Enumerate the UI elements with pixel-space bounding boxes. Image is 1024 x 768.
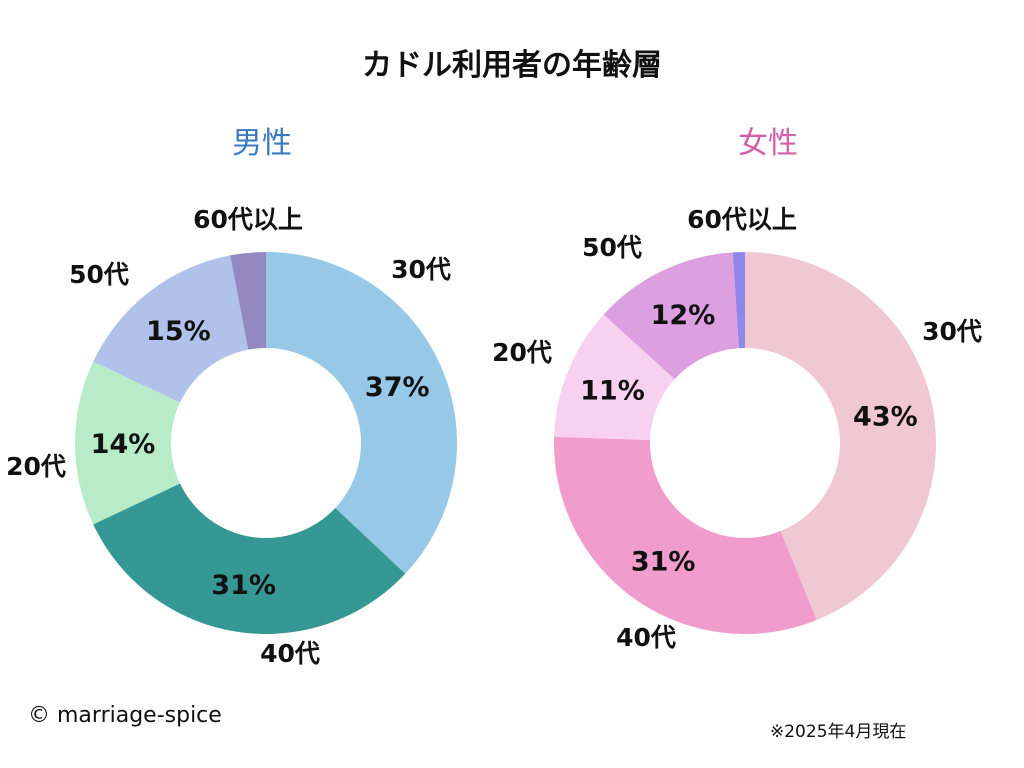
female-slice-4 — [732, 252, 745, 349]
female-pct-label-0: 43% — [853, 402, 918, 433]
male-category-label-2: 20代 — [6, 452, 66, 481]
male-pct-label-3: 15% — [146, 316, 211, 347]
male-slice-0 — [266, 252, 457, 574]
male-slice-3 — [93, 255, 249, 403]
female-slice-0 — [745, 252, 936, 621]
copyright-text: © marriage-spice — [28, 703, 222, 728]
female-category-label-4: 60代以上 — [687, 205, 797, 234]
female-category-label-1: 40代 — [616, 623, 676, 652]
female-slice-2 — [554, 314, 675, 440]
male-category-label-3: 50代 — [69, 260, 129, 289]
female-chart-title: 女性 — [738, 126, 798, 161]
male-pct-label-0: 37% — [365, 372, 430, 403]
male-category-label-0: 30代 — [391, 255, 451, 284]
male-pct-label-2: 14% — [91, 429, 156, 460]
female-category-label-0: 30代 — [922, 317, 982, 346]
female-donut-chart: 43% 31% 11% 12% 30代 40代 20代 50代 60代以上 — [492, 205, 982, 652]
as-of-note: ※2025年4月現在 — [770, 722, 907, 742]
male-slice-1 — [93, 483, 406, 634]
female-pct-label-2: 11% — [580, 375, 645, 406]
female-pct-label-1: 31% — [631, 546, 696, 577]
female-category-label-3: 50代 — [582, 233, 642, 262]
male-category-label-1: 40代 — [260, 639, 320, 668]
chart-title: カドル利用者の年齢層 — [362, 48, 662, 83]
male-category-label-4: 60代以上 — [193, 205, 303, 234]
male-chart-title: 男性 — [232, 126, 292, 161]
female-slice-3 — [603, 252, 739, 380]
male-slice-2 — [74, 361, 181, 525]
female-category-label-2: 20代 — [492, 338, 552, 367]
male-donut-chart: 37% 31% 14% 15% 30代 40代 20代 50代 60代以上 — [6, 205, 457, 668]
male-pct-label-1: 31% — [211, 570, 276, 601]
female-pct-label-3: 12% — [651, 300, 716, 331]
male-slice-4 — [230, 252, 266, 350]
female-slice-1 — [553, 436, 817, 634]
